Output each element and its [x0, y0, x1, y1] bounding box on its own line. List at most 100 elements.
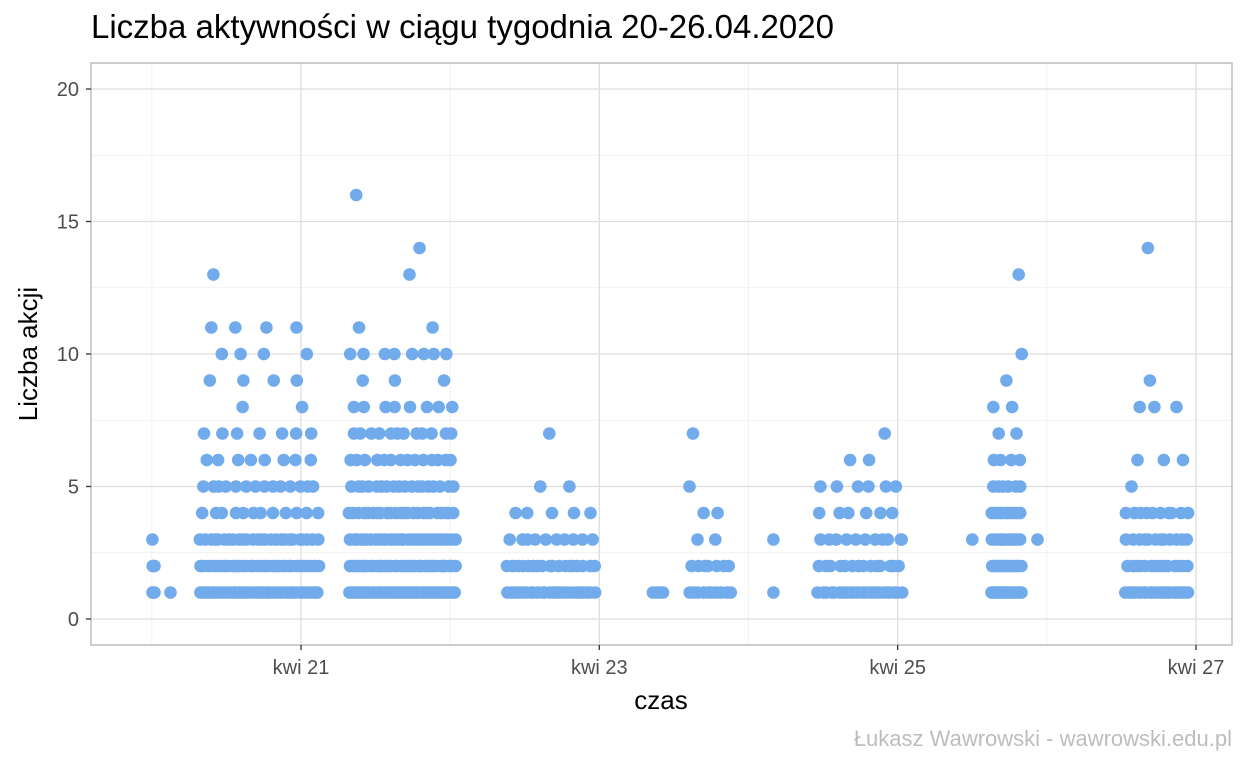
data-point	[312, 533, 325, 546]
data-point	[992, 427, 1005, 440]
data-point	[894, 533, 908, 546]
data-point	[697, 506, 710, 520]
data-point	[425, 427, 438, 440]
data-point	[304, 427, 318, 440]
data-point	[1148, 400, 1161, 414]
data-point	[895, 586, 909, 599]
data-point	[814, 480, 827, 493]
data-point	[146, 533, 159, 546]
data-point	[503, 533, 516, 546]
data-point	[584, 506, 597, 520]
data-point	[588, 586, 602, 599]
data-point	[343, 347, 357, 361]
data-point	[1180, 533, 1194, 546]
data-point	[279, 506, 293, 520]
data-point	[1031, 533, 1044, 546]
data-point	[237, 506, 250, 520]
data-point	[148, 559, 161, 573]
data-point	[274, 480, 287, 493]
data-point	[683, 480, 696, 493]
data-point	[656, 586, 670, 599]
data-point	[295, 400, 309, 414]
data-point	[234, 347, 247, 361]
data-point	[267, 374, 281, 387]
data-point	[994, 453, 1007, 467]
data-point	[257, 347, 271, 361]
data-point	[397, 427, 410, 440]
data-point	[1125, 480, 1138, 493]
data-point	[237, 374, 250, 387]
data-point	[1000, 374, 1013, 387]
data-point	[1013, 453, 1027, 467]
data-point	[558, 533, 571, 546]
data-point	[824, 559, 837, 573]
data-point	[405, 347, 419, 361]
data-point	[289, 453, 302, 467]
data-point	[849, 533, 863, 546]
data-point	[833, 506, 846, 520]
data-point	[203, 374, 217, 387]
data-point	[1181, 506, 1195, 520]
data-point	[448, 586, 462, 599]
data-point	[1157, 453, 1171, 467]
data-point	[1010, 427, 1023, 440]
data-point	[244, 453, 258, 467]
data-point	[215, 347, 229, 361]
data-point	[205, 321, 218, 334]
x-tick-label: kwi 21	[273, 657, 330, 679]
y-tick-label: 0	[68, 609, 79, 631]
data-point	[275, 427, 289, 440]
data-point	[415, 427, 429, 440]
data-point	[1013, 506, 1027, 520]
data-point	[195, 506, 209, 520]
data-point	[207, 268, 220, 281]
data-point	[300, 347, 314, 361]
data-point	[211, 453, 225, 467]
data-point	[892, 559, 905, 573]
y-axis-ticks: 0 5 10 15 20	[57, 79, 91, 631]
data-point	[148, 586, 161, 599]
data-point	[829, 533, 843, 546]
data-point	[1013, 480, 1027, 493]
data-point	[881, 533, 895, 546]
data-point	[1015, 347, 1028, 361]
data-point	[229, 480, 243, 493]
data-point	[563, 480, 576, 493]
data-point	[1012, 268, 1025, 281]
data-point	[197, 480, 210, 493]
data-point	[388, 347, 401, 361]
data-point	[312, 559, 326, 573]
data-point	[842, 506, 855, 520]
data-point	[437, 374, 451, 387]
data-point	[1131, 453, 1144, 467]
data-point	[379, 400, 392, 414]
data-point	[290, 321, 303, 334]
data-point	[1133, 400, 1146, 414]
data-point	[445, 400, 459, 414]
data-point	[311, 506, 325, 520]
data-point	[426, 321, 439, 334]
data-point	[449, 559, 462, 573]
data-point	[249, 480, 262, 493]
data-point	[1181, 586, 1195, 599]
data-point	[528, 533, 542, 546]
data-point	[520, 506, 534, 520]
y-tick-label: 10	[57, 344, 79, 366]
data-point	[814, 533, 827, 546]
data-point	[388, 374, 402, 387]
data-point	[266, 506, 280, 520]
data-point	[1165, 506, 1178, 520]
data-point	[874, 506, 887, 520]
data-point	[767, 533, 780, 546]
data-point	[534, 480, 547, 493]
x-tick-label: kwi 25	[869, 657, 926, 679]
y-tick-label: 20	[57, 79, 79, 101]
data-point	[290, 506, 304, 520]
data-point	[289, 427, 303, 440]
data-point	[311, 586, 324, 599]
chart-title: Liczba aktywności w ciągu tygodnia 20-26…	[91, 8, 834, 45]
data-point	[1176, 453, 1190, 467]
data-point	[878, 427, 891, 440]
data-point	[724, 586, 738, 599]
data-point	[384, 453, 398, 467]
